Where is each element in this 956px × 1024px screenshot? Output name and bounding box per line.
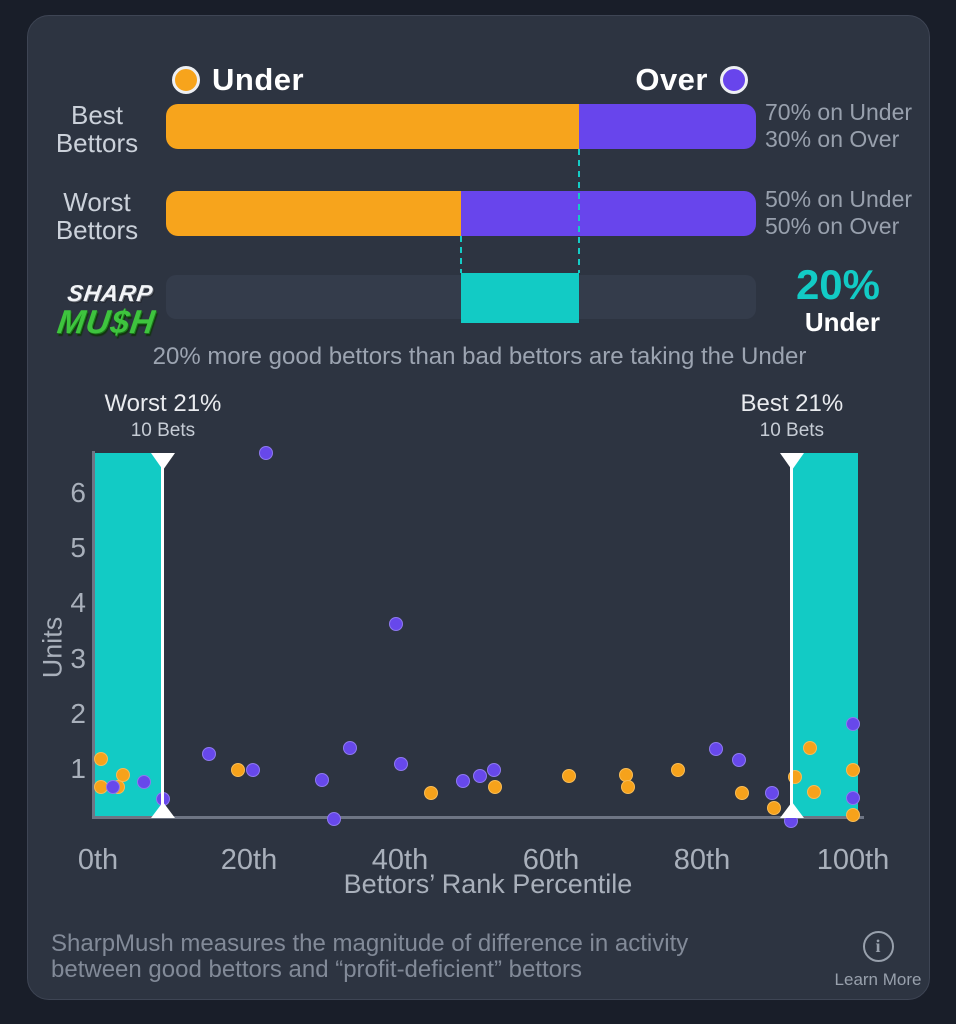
row-label-line: Worst <box>63 187 131 217</box>
x-tick-label: 60th <box>522 844 580 876</box>
worst-over-segment <box>461 191 756 236</box>
x-axis-line <box>92 816 864 819</box>
under-bet-point <box>423 786 438 801</box>
under-bet-point <box>802 741 817 756</box>
row-label-line: Best <box>70 100 124 130</box>
worst-under-segment <box>166 191 461 236</box>
zone-sublabel: 10 Bets <box>759 420 825 441</box>
zone-sublabel: 10 Bets <box>130 420 196 441</box>
over-bet-point <box>343 741 358 756</box>
footer-line-1: SharpMush measures the magnitude of diff… <box>51 930 689 957</box>
under-bet-point <box>735 786 749 801</box>
x-tick-label: 40th <box>371 844 429 876</box>
over-bet-point <box>731 753 746 768</box>
over-bet-point <box>137 775 152 790</box>
zone-header: Worst 21% 10 Bets <box>63 390 263 444</box>
x-tick-label: 80th <box>673 844 731 876</box>
over-bet-point <box>245 763 260 778</box>
y-tick-label: 3 <box>70 642 86 674</box>
best-bettors-stacked-bar <box>166 104 756 149</box>
zone-boundary-line <box>161 453 165 818</box>
under-bet-point <box>488 780 503 795</box>
under-bet-point <box>230 763 245 778</box>
row-label-line: Bettors <box>55 215 139 245</box>
x-tick-label: 100th <box>816 844 890 876</box>
annotation-line: 50% on Under <box>765 186 913 212</box>
over-bet-point <box>201 747 216 762</box>
legend-under: Under <box>172 62 305 97</box>
legend-over: Over <box>635 62 748 97</box>
over-legend-dot-icon <box>720 66 748 94</box>
learn-more-label: Learn More <box>834 970 922 989</box>
over-bet-point <box>327 812 342 827</box>
under-legend-label: Under <box>212 62 305 97</box>
y-tick-label: 6 <box>70 477 86 509</box>
over-bet-point <box>106 780 121 795</box>
footer-line-2: between good bettors and “profit-deficie… <box>51 956 582 983</box>
best-bettors-row: Best Bettors 70% on Under 30% on Over <box>28 99 931 157</box>
scatter-plot: Units Bettors’ Rank Percentile Worst 21%… <box>28 16 929 999</box>
zone-boundary-line <box>790 453 794 818</box>
under-bet-point <box>94 752 109 767</box>
worst-bettors-label: Worst Bettors <box>32 188 162 244</box>
zone-marker-bottom-icon <box>779 802 804 818</box>
diff-guide-line <box>578 149 580 273</box>
over-bet-point <box>259 445 274 460</box>
row-label-line: Bettors <box>55 128 139 158</box>
sharpmush-card: Under Over Best Bettors 70% on Under 30%… <box>27 15 930 1000</box>
under-bet-point <box>670 763 685 778</box>
over-bet-point <box>709 742 724 757</box>
over-legend-label: Over <box>635 62 708 97</box>
zone-best-21- <box>791 453 859 818</box>
y-tick-label: 1 <box>70 753 86 784</box>
best-bettors-annotation: 70% on Under 30% on Over <box>765 99 935 153</box>
under-bet-point <box>621 780 635 795</box>
over-bet-point <box>389 616 404 631</box>
x-axis-title: Bettors’ Rank Percentile <box>343 869 633 899</box>
best-over-segment <box>579 104 756 149</box>
zone-marker-bottom-icon <box>150 802 175 818</box>
x-tick-label: 20th <box>220 844 278 876</box>
zone-label: Best 21% <box>740 390 844 417</box>
over-bet-point <box>393 757 408 772</box>
over-bet-point <box>487 763 502 778</box>
under-legend-dot-icon <box>172 66 200 94</box>
learn-more-button[interactable]: i Learn More <box>818 931 938 990</box>
info-icon[interactable]: i <box>862 931 894 962</box>
zone-marker-top-icon <box>779 453 804 470</box>
difference-teal-block <box>461 273 579 323</box>
zone-header: Best 21% 10 Bets <box>692 390 892 444</box>
worst-bettors-stacked-bar <box>166 191 756 236</box>
worst-bettors-row: Worst Bettors 50% on Under 50% on Over <box>28 186 931 244</box>
worst-bettors-annotation: 50% on Under 50% on Over <box>765 186 935 240</box>
difference-side: Under <box>804 307 880 337</box>
best-bettors-label: Best Bettors <box>32 101 162 157</box>
best-under-segment <box>166 104 579 149</box>
over-bet-point <box>765 786 780 801</box>
under-bet-point <box>806 785 821 800</box>
over-bet-point <box>315 773 330 788</box>
under-bet-point <box>562 769 577 784</box>
x-tick-label: 0th <box>77 844 119 876</box>
zone-marker-top-icon <box>150 453 175 470</box>
y-tick-label: 2 <box>70 697 86 729</box>
zone-label: Worst 21% <box>104 390 222 417</box>
annotation-line: 50% on Over <box>765 213 900 239</box>
y-tick-label: 4 <box>70 587 86 619</box>
difference-value: 20% Under <box>795 261 880 338</box>
over-bet-point <box>473 769 488 784</box>
y-tick-label: 5 <box>70 532 86 564</box>
under-bet-point <box>846 763 860 778</box>
under-bet-point <box>846 808 860 823</box>
diff-guide-line <box>460 236 462 273</box>
over-bet-point <box>846 716 860 731</box>
y-axis-line <box>92 451 95 819</box>
annotation-line: 70% on Under <box>765 99 913 125</box>
summary-caption: 20% more good bettors than bad bettors a… <box>152 343 807 370</box>
difference-percent: 20% <box>795 261 880 308</box>
under-bet-point <box>766 801 781 816</box>
over-bet-point <box>455 774 470 789</box>
over-bet-point <box>846 791 860 806</box>
annotation-line: 30% on Over <box>765 126 900 152</box>
